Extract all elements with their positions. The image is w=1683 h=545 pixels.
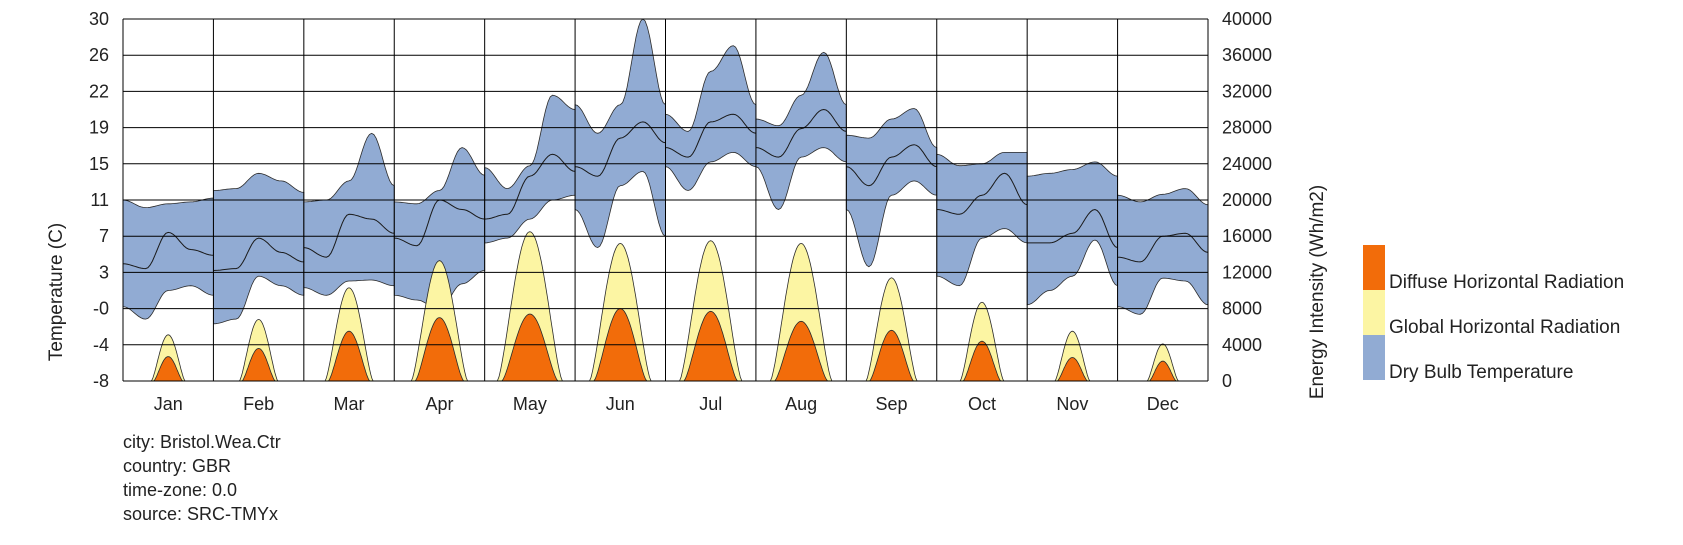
legend-label-1: Diffuse Horizontal Radiation — [1389, 272, 1624, 293]
diffuse-radiation-nov — [1056, 357, 1089, 382]
energy-axis: 0 4000 8000 12000 16000 20000 24000 28000 32000 3… — [1222, 9, 1272, 391]
temperature-tick-label: 15 — [89, 154, 109, 174]
month-label-feb: Feb — [243, 394, 274, 414]
global-radiation-may — [496, 231, 563, 382]
diffuse-radiation-sep — [868, 329, 915, 382]
temperature-band-oct — [936, 151, 1028, 287]
country-label: country: GBR — [123, 456, 232, 476]
diffuse-radiation-jul — [683, 310, 739, 382]
energy-tick-label: 36000 — [1222, 45, 1272, 65]
diffuse-radiation-aug — [773, 320, 829, 382]
temperature-band-jan — [122, 197, 214, 320]
legend-label-3: Dry Bulb Temperature — [1389, 362, 1573, 383]
energy-tick-label: 24000 — [1222, 154, 1272, 174]
temperature-band-jul — [665, 45, 757, 191]
temperature-mean-jan — [122, 231, 214, 270]
temperature-tick-label: -0 — [93, 299, 109, 319]
month-label-sep: Sep — [876, 394, 908, 414]
temperature-mean-jul — [665, 113, 757, 158]
energy-tick-label: 28000 — [1222, 118, 1272, 138]
city-label: city: Bristol.Wea.Ctr — [123, 432, 281, 452]
temperature-band-sep — [845, 108, 938, 268]
month-label-jun: Jun — [606, 394, 635, 414]
diffuse-radiation-feb — [241, 347, 277, 382]
temperature-axis-title: Temperature (C) — [46, 223, 67, 361]
legend: Diffuse Horizontal Radiation Global Horiz… — [1363, 245, 1624, 383]
energy-tick-label: 0 — [1222, 371, 1232, 391]
temperature-tick-label: -4 — [93, 335, 109, 355]
temperature-tick-label: 3 — [99, 262, 109, 282]
energy-tick-label: 40000 — [1222, 9, 1272, 29]
temperature-mean-feb — [213, 237, 304, 271]
energy-tick-label: 20000 — [1222, 190, 1272, 210]
temperature-axis: -8 -4 -0 3 7 11 15 19 22 26 30 — [89, 9, 109, 391]
month-label-oct: Oct — [968, 394, 996, 414]
temperature-band-jun — [574, 18, 666, 249]
diffuse-radiation-oct — [962, 340, 1002, 382]
temperature-tick-label: 19 — [89, 118, 109, 138]
month-label-aug: Aug — [785, 394, 817, 414]
source-label: source: SRC-TMYx — [123, 504, 279, 524]
temperature-tick-label: 22 — [89, 81, 109, 101]
grid-lines — [122, 18, 1209, 382]
diffuse-radiation-apr — [414, 317, 465, 382]
month-label-mar: Mar — [334, 394, 365, 414]
legend-label-2: Global Horizontal Radiation — [1389, 317, 1620, 338]
diffuse-radiation-jan — [152, 356, 184, 382]
weather-chart: -8 -4 -0 3 7 11 15 19 22 26 30 0 4000 8000 12000 16000… — [46, 9, 1624, 414]
temperature-band-aug — [755, 51, 847, 210]
temperature-tick-label: 11 — [90, 190, 109, 210]
energy-tick-label: 12000 — [1222, 262, 1272, 282]
energy-tick-label: 32000 — [1222, 81, 1272, 101]
temperature-tick-label: 30 — [89, 9, 109, 29]
temperature-band-may — [484, 94, 576, 244]
month-label-jul: Jul — [699, 394, 722, 414]
temperature-mean-sep — [846, 144, 937, 187]
month-label-apr: Apr — [425, 394, 453, 414]
temperature-band-feb — [212, 172, 305, 325]
temperature-mean-nov — [1027, 208, 1118, 249]
energy-axis-title: Energy Intensity (Wh/m2) — [1307, 185, 1328, 399]
energy-tick-label: 8000 — [1222, 299, 1262, 319]
legend-swatch-1 — [1363, 245, 1385, 290]
temperature-mean-mar — [303, 213, 395, 258]
temperature-tick-label: -8 — [93, 371, 109, 391]
diffuse-radiation-may — [501, 313, 559, 382]
month-axis: Jan Feb Mar Apr May Jun Jul Aug Sep Oct Nov Dec — [154, 394, 1179, 414]
temperature-mean-aug — [755, 108, 847, 158]
energy-tick-label: 16000 — [1222, 226, 1272, 246]
location-info: city: Bristol.Wea.Ctr country: GBR time-… — [123, 430, 281, 526]
legend-swatch-3 — [1363, 335, 1385, 380]
temperature-mean-oct — [936, 172, 1028, 215]
timezone-label: time-zone: 0.0 — [123, 480, 238, 500]
temperature-tick-label: 7 — [99, 226, 109, 246]
month-label-nov: Nov — [1056, 394, 1088, 414]
energy-tick-label: 4000 — [1222, 335, 1262, 355]
month-label-jan: Jan — [154, 394, 183, 414]
temperature-tick-label: 26 — [89, 45, 109, 65]
month-label-dec: Dec — [1147, 394, 1179, 414]
legend-swatch-2 — [1363, 290, 1385, 335]
diffuse-radiation-mar — [327, 330, 371, 382]
temperature-mean-may — [484, 153, 576, 220]
month-label-may: May — [513, 394, 547, 414]
diffuse-radiation-dec — [1148, 360, 1178, 382]
temperature-band-dec — [1117, 188, 1209, 315]
radiation-bands — [150, 231, 1180, 382]
global-radiation-aug — [769, 242, 833, 382]
